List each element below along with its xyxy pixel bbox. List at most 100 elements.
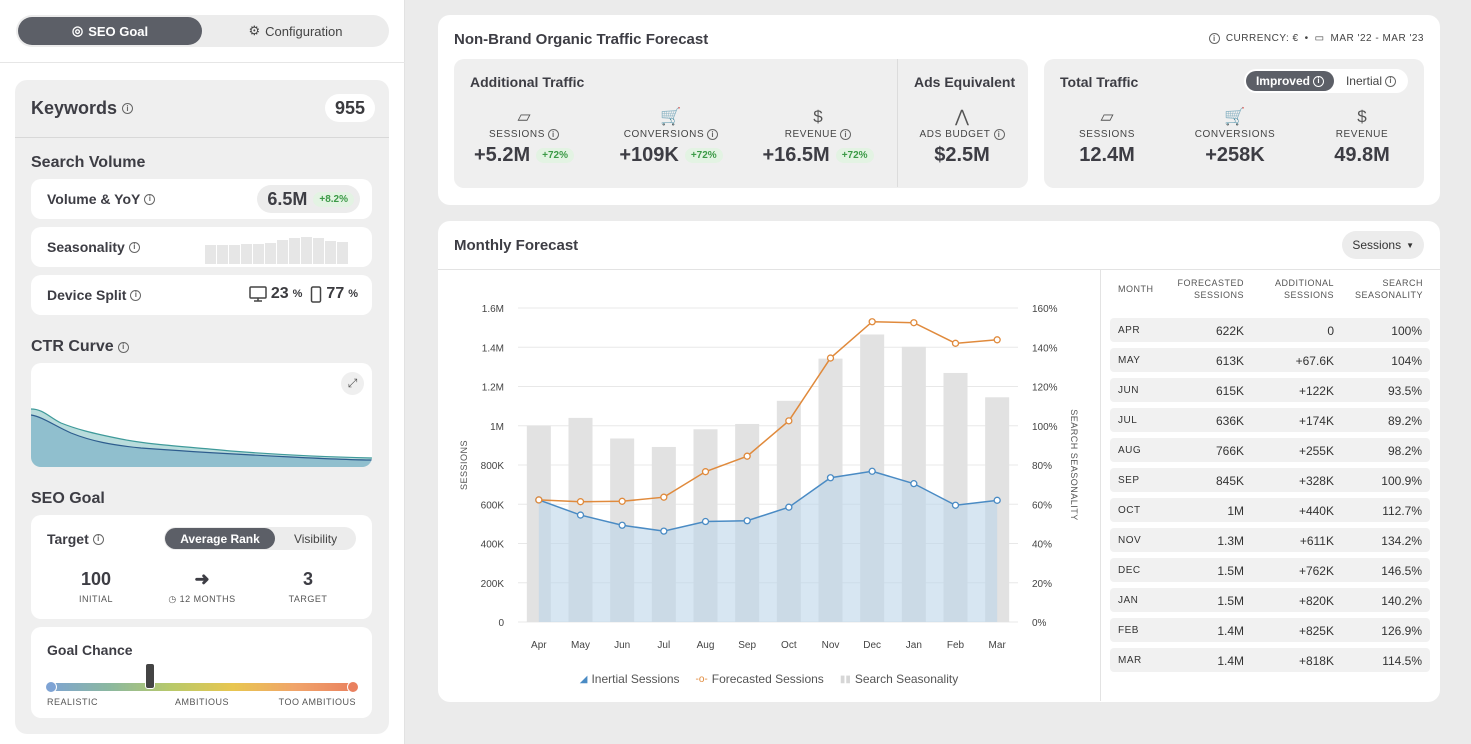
target-caption: TARGET [288, 594, 328, 604]
bar-icon: ▮▮ [839, 673, 851, 685]
info-icon[interactable]: i [144, 193, 156, 205]
chart-legend: ◢ Inertial Sessions -o- Forecasted Session… [438, 672, 1100, 686]
desktop-pct-symbol: % [292, 288, 303, 300]
x-tick-label: Jan [906, 640, 922, 651]
table-cell: 845K [1215, 474, 1244, 488]
seasonality-bar [229, 245, 240, 264]
table-cell: +762K [1298, 564, 1334, 578]
table-cell: +820K [1298, 594, 1334, 608]
table-row[interactable]: JUL 636K +174K 89.2% [1110, 408, 1430, 432]
average-rank-option[interactable]: Average Rank [165, 528, 275, 549]
table-cell: +825K [1298, 624, 1334, 638]
y2-tick-label: 160% [1032, 304, 1058, 315]
info-icon: i [1208, 33, 1220, 44]
y-tick-label: 200K [481, 579, 505, 590]
forecasted-point [660, 493, 668, 501]
table-cell: 1.5M [1217, 564, 1244, 578]
table-row[interactable]: OCT 1M +440K 112.7% [1110, 498, 1430, 522]
x-tick-label: Sep [738, 640, 756, 651]
volume-label: Volume & YoY [47, 191, 141, 207]
seasonality-bar [217, 245, 228, 264]
info-icon[interactable]: i [840, 129, 852, 140]
desktop-pct: 23 [270, 285, 289, 302]
divider [0, 62, 405, 63]
seasonality-bar [253, 244, 264, 264]
duration-block: ➜ ◷ 12 MONTHS [157, 569, 247, 605]
legend-inertial[interactable]: ◢ Inertial Sessions [580, 672, 680, 686]
forecasted-point [576, 498, 585, 506]
metric-label: REVENUE [1335, 129, 1389, 140]
info-icon[interactable]: i [128, 241, 140, 253]
additional-conversions: 🛒 CONVERSIONS i +109K +72% [611, 107, 731, 167]
forecast-meta: i CURRENCY: € • ▭ MAR '22 - MAR '23 [1208, 33, 1424, 44]
table-cell: 112.7% [1382, 504, 1422, 518]
calendar-icon: ▭ [1314, 33, 1325, 44]
table-row[interactable]: APR 622K 0 100% [1110, 318, 1430, 342]
info-icon[interactable]: i [122, 103, 134, 114]
change-badge: +72% [684, 148, 723, 163]
legend-forecasted[interactable]: -o- Forecasted Sessions [696, 672, 824, 686]
table-row[interactable]: MAY 613K +67.6K 104% [1110, 348, 1430, 372]
metric-label-wrap: ADS BUDGET i [902, 129, 1022, 140]
y-tick-label: 400K [481, 540, 505, 551]
expand-icon[interactable]: ⤢ [341, 372, 364, 395]
table-cell: +67.6K [1295, 354, 1334, 368]
goal-chance-label: Goal Chance [47, 642, 133, 658]
metric-value-wrap: +5.2M +72% [464, 144, 584, 167]
table-row[interactable]: FEB 1.4M +825K 126.9% [1110, 618, 1430, 642]
initial-caption: INITIAL [78, 594, 113, 604]
metric-dropdown[interactable]: Sessions ▼ [1342, 231, 1424, 259]
legend-seasonality[interactable]: ▮▮ Search Seasonality [840, 672, 958, 686]
y-axis-label: SESSIONS [459, 440, 469, 490]
inertial-label: Inertial [1345, 74, 1382, 88]
table-cell: 100.9% [1381, 474, 1422, 488]
y2-tick-label: 60% [1032, 500, 1052, 511]
info-icon[interactable]: i [117, 341, 129, 353]
x-tick-label: Feb [947, 640, 965, 651]
table-row[interactable]: DEC 1.5M +762K 146.5% [1110, 558, 1430, 582]
slider-thumb[interactable] [145, 663, 155, 689]
inertial-option[interactable]: Inertial i [1336, 71, 1406, 91]
initial-value: 100 [80, 569, 112, 589]
table-row[interactable]: JUN 615K +122K 93.5% [1110, 378, 1430, 402]
improved-option[interactable]: Improved i [1245, 71, 1334, 91]
forecasted-point [701, 468, 710, 476]
target-mode-toggle: Average Rank Visibility [164, 527, 356, 550]
y-tick-label: 1M [490, 422, 504, 433]
table-cell: 140.2% [1381, 594, 1422, 608]
table-row[interactable]: MAR 1.4M +818K 114.5% [1110, 648, 1430, 672]
ctr-curve-card: ⤢ [31, 363, 372, 467]
tab-seo-goal[interactable]: ◎ SEO Goal [18, 17, 202, 45]
dollar-icon: $ [813, 107, 823, 126]
seasonality-bar [265, 243, 276, 264]
info-icon[interactable]: i [993, 129, 1005, 140]
info-icon[interactable]: i [707, 129, 719, 140]
visibility-option[interactable]: Visibility [293, 531, 338, 546]
seasonality-sparkline [205, 237, 348, 264]
table-row[interactable]: AUG 766K +255K 98.2% [1110, 438, 1430, 462]
table-row[interactable]: SEP 845K +328K 100.9% [1110, 468, 1430, 492]
forecasted-point [826, 354, 835, 362]
table-cell: 766K [1215, 444, 1244, 458]
table-cell: +440K [1298, 504, 1334, 518]
table-row[interactable]: JAN 1.5M +820K 140.2% [1110, 588, 1430, 612]
table-cell: 126.9% [1381, 624, 1422, 638]
forecasted-point [993, 336, 1001, 344]
keywords-count: 955 [324, 94, 375, 122]
table-row[interactable]: NOV 1.3M +611K 134.2% [1110, 528, 1430, 552]
tab-configuration[interactable]: ⚙ Configuration [204, 17, 387, 45]
table-cell: 100% [1391, 324, 1422, 338]
info-icon: i [1385, 75, 1396, 87]
x-tick-label: Dec [863, 640, 881, 651]
seasonality-label-wrap: Seasonality i [47, 239, 140, 255]
scale-label-ambitious: AMBITIOUS [175, 697, 230, 707]
seasonality-bar [241, 244, 252, 264]
table-cell: +122K [1298, 384, 1334, 398]
improved-label: Improved [1255, 74, 1310, 88]
info-icon[interactable]: i [130, 289, 142, 301]
goal-chance-slider[interactable] [45, 681, 359, 693]
info-icon[interactable]: i [547, 129, 559, 140]
info-icon[interactable]: i [92, 533, 104, 545]
y2-tick-label: 120% [1032, 383, 1058, 394]
seasonality-bar [337, 242, 348, 264]
